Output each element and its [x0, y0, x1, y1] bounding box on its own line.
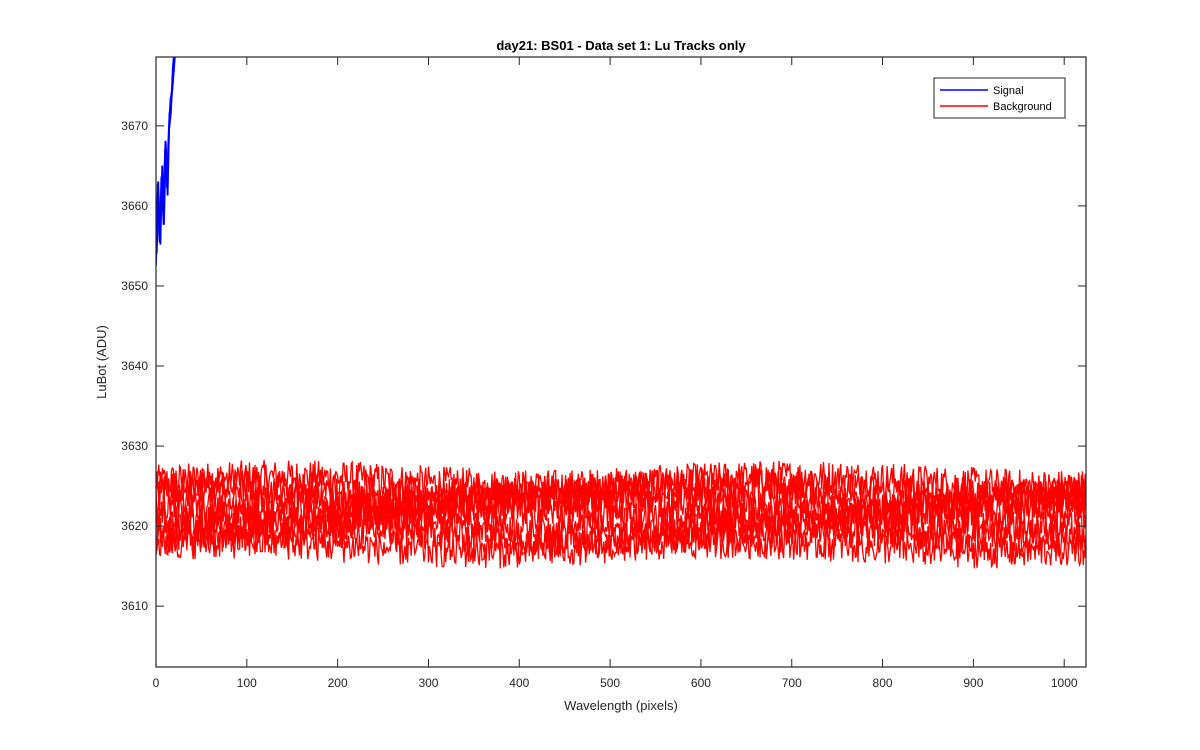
- background-trace: [156, 523, 1086, 569]
- x-tick-label: 100: [237, 676, 257, 690]
- signal-series: [156, 57, 176, 266]
- x-tick-label: 1000: [1051, 676, 1078, 690]
- x-tick-label: 400: [509, 676, 529, 690]
- x-tick-label: 200: [328, 676, 348, 690]
- y-tick-label: 3620: [121, 519, 148, 533]
- y-tick-label: 3630: [121, 439, 148, 453]
- chart-title: day21: BS01 - Data set 1: Lu Tracks only: [496, 38, 746, 53]
- axes-background: [156, 57, 1086, 667]
- x-tick-label: 800: [873, 676, 893, 690]
- legend-box: [933, 77, 1066, 119]
- background-trace: [156, 511, 1086, 557]
- legend-background-label: Background: [993, 101, 1052, 113]
- y-tick-label: 3610: [121, 599, 148, 613]
- y-tick-label: 3670: [121, 119, 148, 133]
- x-tick-label: 700: [782, 676, 802, 690]
- axes-frame: [155, 56, 1087, 668]
- background-series: [156, 459, 1086, 569]
- x-tick-label: 600: [691, 676, 711, 690]
- plot-area: 0 100 200 300 400 500 600 700 800 900 1000 3610 362…: [121, 56, 1087, 690]
- x-tick-label: 500: [600, 676, 620, 690]
- y-tick-label: 3650: [121, 279, 148, 293]
- legend: Signal Background: [933, 77, 1066, 119]
- legend-signal-label: Signal: [993, 85, 1024, 97]
- x-tick-label: 300: [418, 676, 438, 690]
- y-tick-label: 3660: [121, 199, 148, 213]
- x-axis-ticks: 0 100 200 300 400 500 600 700 800 900 1000: [153, 57, 1078, 690]
- y-axis-ticks: 3610 3620 3630 3640 3650 3660 3670: [121, 119, 1086, 613]
- background-trace: [156, 475, 1086, 522]
- x-tick-label: 900: [963, 676, 983, 690]
- x-axis-label: Wavelength (pixels): [564, 698, 678, 713]
- y-tick-label: 3640: [121, 359, 148, 373]
- y-axis-label: LuBot (ADU): [94, 325, 109, 399]
- x-tick-label: 0: [153, 676, 160, 690]
- signal-trace: [156, 57, 176, 254]
